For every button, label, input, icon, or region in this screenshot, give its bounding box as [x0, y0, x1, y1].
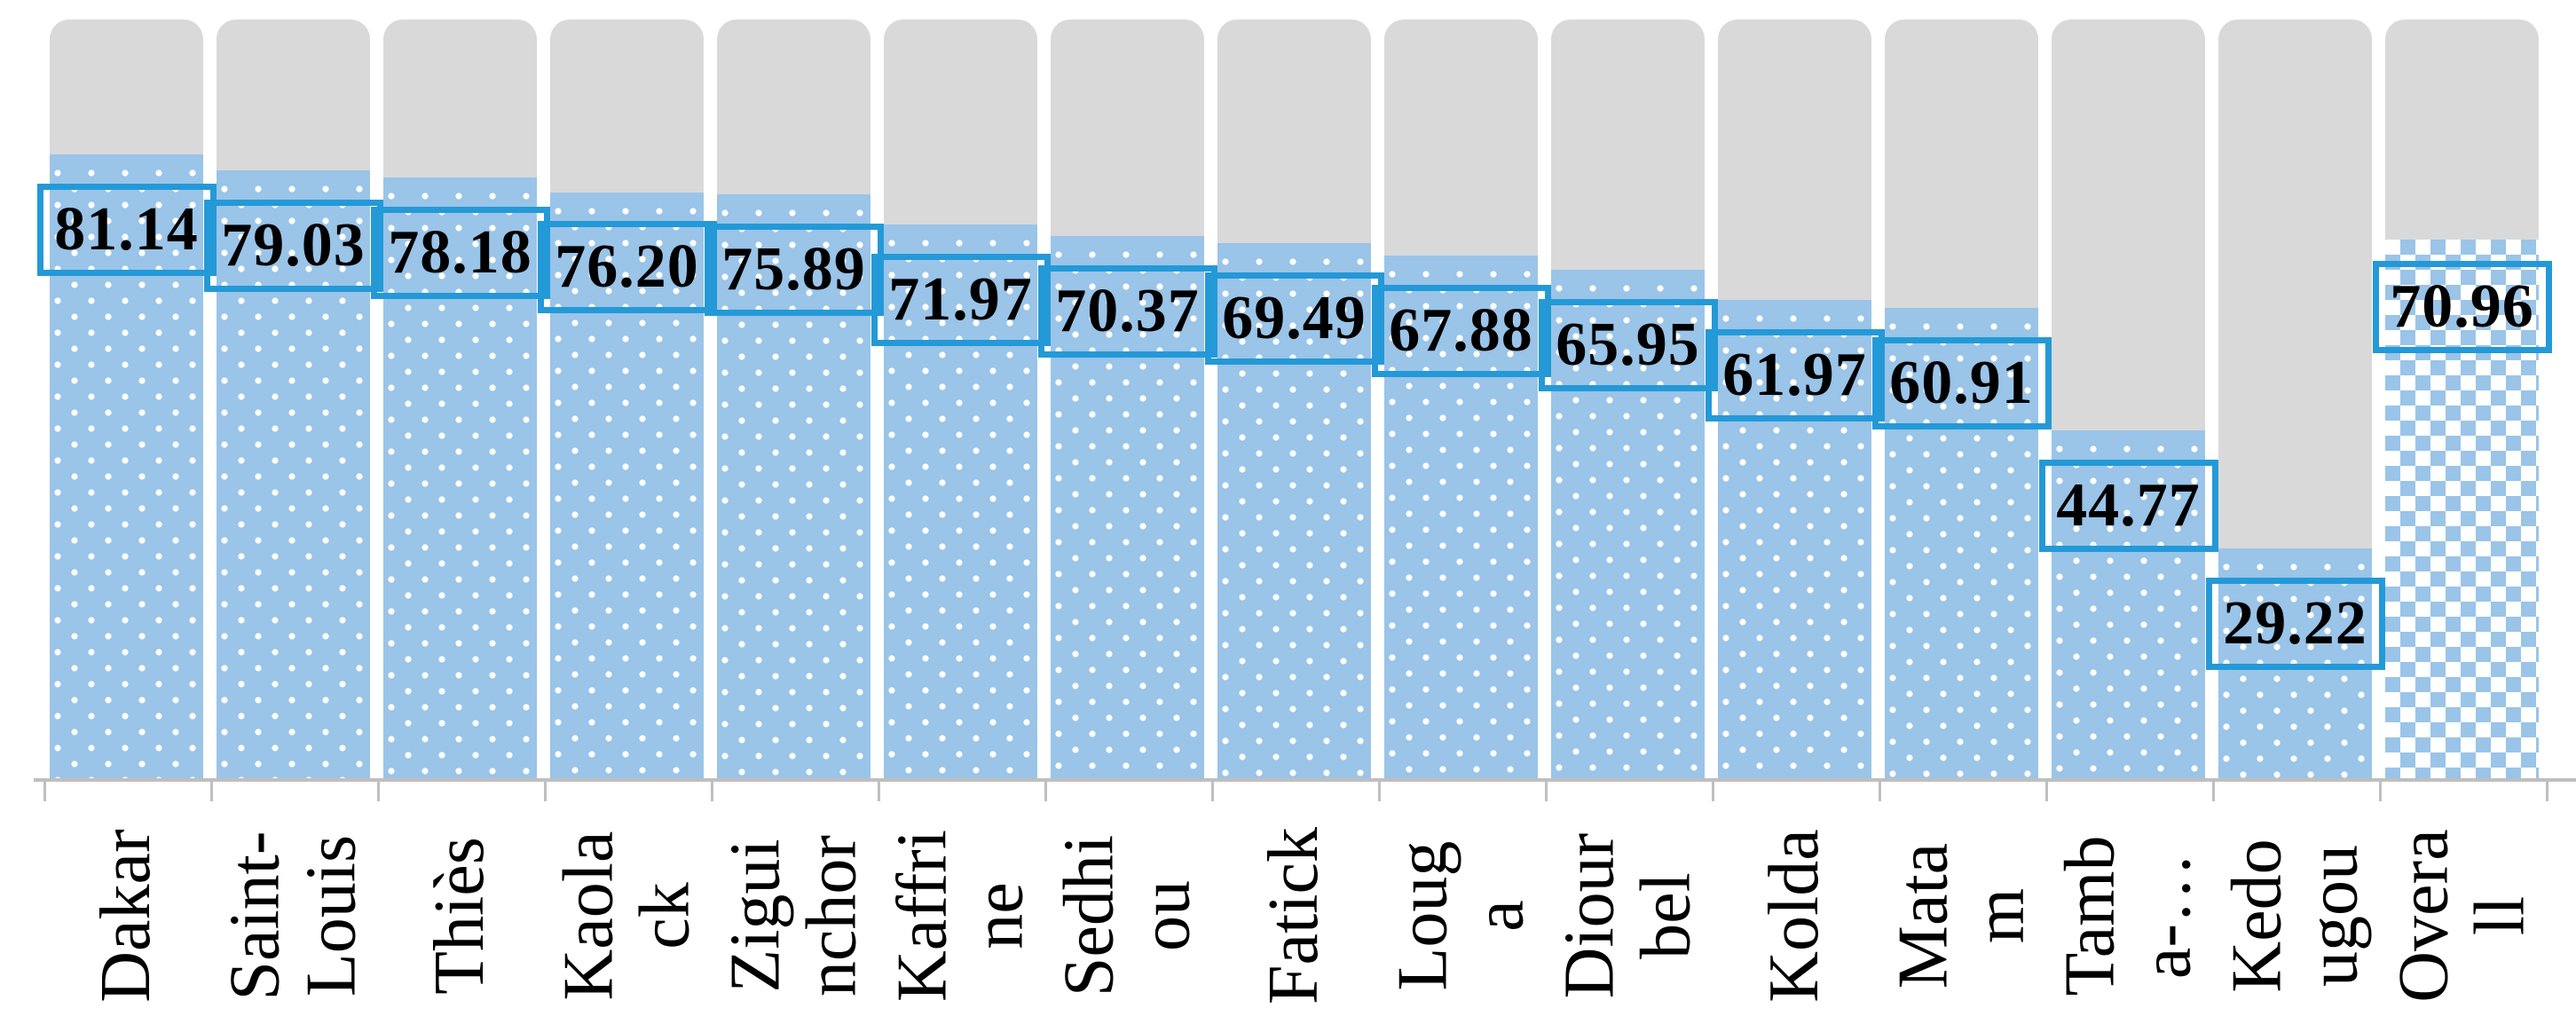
x-axis-tick	[1044, 778, 1047, 801]
category-label-cell: Fatick	[1217, 807, 1371, 1024]
bar-fill-dots	[1051, 236, 1204, 778]
bar-fill-dots	[2052, 430, 2205, 778]
bar-column: 29.22	[2205, 20, 2385, 778]
value-label-box: 71.97	[870, 253, 1051, 346]
category-label: Kaffri ne	[882, 830, 1037, 1002]
bar-fill-dots	[383, 177, 537, 778]
bar-fill-dots	[550, 192, 704, 778]
category-label: Diour bel	[1549, 832, 1705, 999]
value-label-box: 70.37	[1037, 265, 1217, 358]
plot-area: 81.14 79.03 78.18 76.20 75.89 71.97 70.37 69.49…	[36, 20, 2552, 778]
bar-column: 65.95	[1538, 20, 1718, 778]
bar-fill-dots	[1885, 308, 2038, 778]
bar-fill-dots	[1384, 255, 1538, 778]
bar-column: 78.18	[370, 20, 550, 778]
value-label-box: 78.18	[370, 206, 550, 299]
category-label: Mata m	[1883, 842, 2038, 989]
value-label-box: 75.89	[704, 224, 884, 317]
category-label-cell: Sedhi ou	[1049, 807, 1204, 1024]
category-axis-labels: Dakar Saint- Louis Thiès Kaola ck Zigui ncho…	[50, 807, 2539, 1024]
bar-column: 60.91	[1871, 20, 2052, 778]
bar-column: 76.20	[537, 20, 717, 778]
category-label-cell: Zigui nchor	[715, 807, 870, 1024]
x-axis-tick	[2545, 778, 2548, 801]
category-label: Kedo ugou	[2217, 839, 2372, 993]
category-label: Zigui nchor	[715, 834, 870, 997]
category-label: Kaola ck	[548, 831, 704, 1001]
x-axis-line	[34, 778, 2576, 782]
category-label-cell: Kolda	[1718, 807, 1871, 1024]
value-label-box: 76.20	[537, 221, 717, 314]
bar-fill-dots	[217, 170, 370, 778]
bar-column: 81.14	[36, 20, 217, 778]
bar-column: 67.88	[1371, 20, 1551, 778]
bar-fill-dots	[717, 194, 870, 778]
bar-fill-dots	[1551, 270, 1705, 778]
value-label-box: 81.14	[36, 184, 217, 277]
category-label: Tamb a-…	[2050, 835, 2205, 996]
bar-fill-dots	[50, 154, 203, 778]
x-axis-tick	[2211, 778, 2215, 801]
category-label: Overa ll	[2383, 829, 2539, 1003]
bar-column: 71.97	[870, 20, 1051, 778]
category-label: Thiès	[420, 837, 499, 995]
x-axis-tick	[209, 778, 213, 801]
x-axis-tick	[43, 778, 46, 801]
category-label-cell: Thiès	[383, 807, 537, 1024]
value-label-box: 60.91	[1871, 337, 2052, 430]
bar-fill-checker	[2385, 240, 2539, 778]
category-label-cell: Dakar	[50, 807, 203, 1024]
x-axis-tick	[1711, 778, 1714, 801]
category-label-cell: Mata m	[1883, 807, 2038, 1024]
category-label-cell: Diour bel	[1549, 807, 1705, 1024]
bar-fill-dots	[884, 224, 1037, 778]
x-axis-tick	[1210, 778, 1214, 801]
category-label-cell: Kedo ugou	[2218, 807, 2372, 1024]
value-label-box: 70.96	[2372, 261, 2552, 354]
bar-column: 70.96	[2372, 20, 2552, 778]
x-axis-tick	[1377, 778, 1381, 801]
category-label-cell: Saint- Louis	[215, 807, 370, 1024]
bar-fill-dots	[1217, 242, 1371, 778]
x-axis-tick	[877, 778, 880, 801]
value-label-box: 44.77	[2038, 460, 2218, 553]
category-label-cell: Tamb a-…	[2050, 807, 2205, 1024]
category-label-cell: Kaffri ne	[882, 807, 1037, 1024]
bar-column: 44.77	[2038, 20, 2218, 778]
bar-column: 61.97	[1705, 20, 1885, 778]
category-label-cell: Overa ll	[2383, 807, 2539, 1024]
value-label-box: 67.88	[1371, 284, 1551, 377]
bar-column: 75.89	[704, 20, 884, 778]
x-axis-tick	[543, 778, 547, 801]
category-label-cell: Loug a	[1383, 807, 1538, 1024]
bar-fill-dots	[1718, 300, 1871, 778]
value-label-box: 29.22	[2205, 578, 2385, 671]
x-axis-tick	[1878, 778, 1881, 801]
category-label: Kolda	[1754, 829, 1833, 1003]
value-label-box: 65.95	[1538, 299, 1718, 392]
x-axis-tick	[376, 778, 380, 801]
x-axis-tick	[2044, 778, 2048, 801]
value-label-box: 69.49	[1204, 272, 1384, 365]
value-label-box: 61.97	[1705, 329, 1885, 422]
value-label-box: 79.03	[203, 200, 383, 293]
bar-column: 79.03	[203, 20, 383, 778]
x-axis-tick	[1544, 778, 1548, 801]
x-axis-tick	[710, 778, 713, 801]
bar-column: 70.37	[1037, 20, 1217, 778]
category-label: Loug a	[1383, 840, 1538, 991]
bar-column: 69.49	[1204, 20, 1384, 778]
category-label-cell: Kaola ck	[548, 807, 704, 1024]
category-label: Dakar	[86, 829, 165, 1003]
category-label: Sedhi ou	[1049, 834, 1204, 997]
x-axis-tick	[2378, 778, 2382, 801]
category-label: Saint- Louis	[215, 831, 370, 1001]
category-label: Fatick	[1254, 827, 1333, 1004]
